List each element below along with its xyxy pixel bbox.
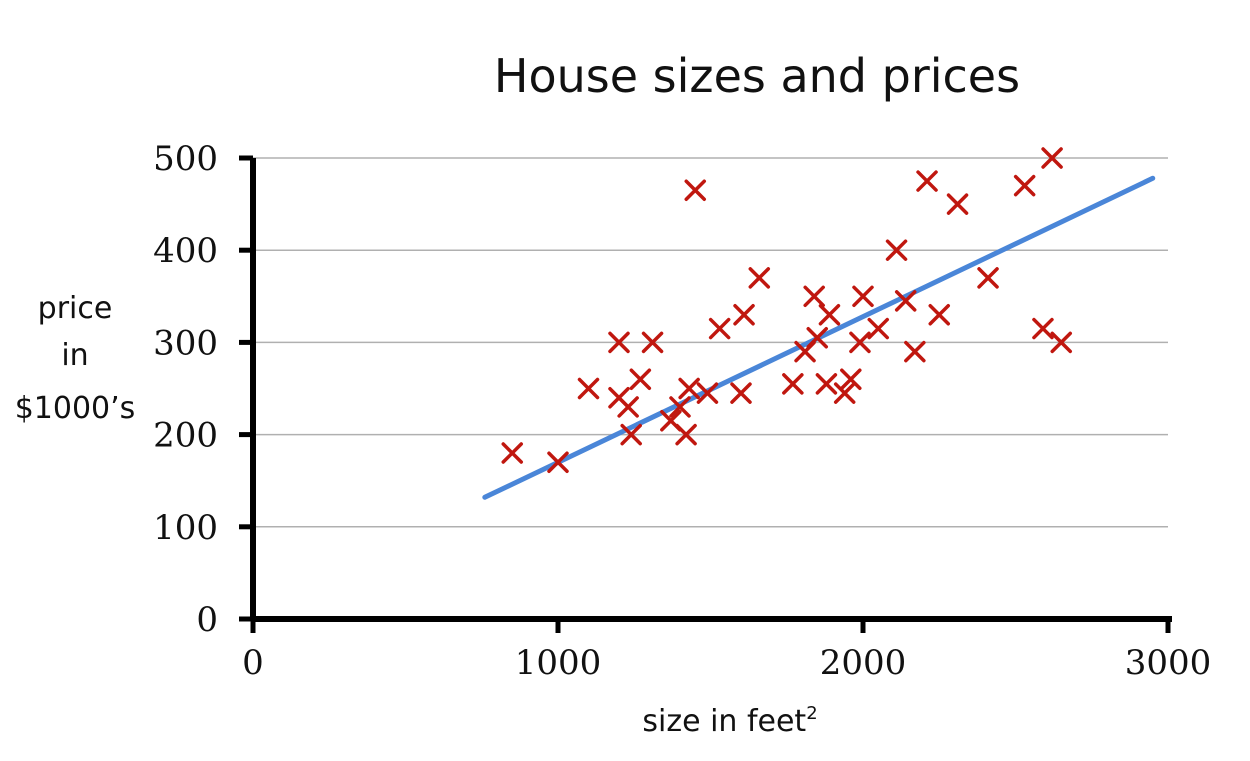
y-tick-label-400: 400: [153, 231, 218, 271]
data-point-35: [946, 193, 969, 215]
y-tick-label-0: 0: [196, 600, 218, 640]
data-point-23: [815, 373, 838, 395]
y-tick-label-300: 300: [153, 323, 218, 363]
data-point-39: [1041, 147, 1063, 169]
data-point-17: [733, 303, 755, 326]
grid-lines: [253, 157, 1168, 528]
data-point-33: [916, 170, 938, 192]
data-point-3: [608, 331, 630, 354]
y-tick-label-100: 100: [153, 508, 218, 548]
data-point-8: [641, 331, 664, 354]
y-axis-label-line-2: $1000’s: [15, 391, 136, 426]
data-point-19: [782, 373, 804, 395]
x-axis-label: size in feet2: [642, 703, 817, 739]
y-axis-label-line-0: price: [38, 291, 113, 326]
data-point-18: [748, 267, 771, 289]
data-point-32: [904, 340, 926, 363]
data-point-7: [629, 368, 652, 391]
data-point-30: [885, 239, 908, 261]
data-point-37: [1013, 174, 1036, 197]
x-tick-label-3000: 3000: [1125, 643, 1212, 683]
data-point-10: [669, 396, 691, 418]
data-point-21: [803, 285, 825, 308]
data-point-12: [678, 377, 700, 400]
y-axis-label: price in $1000’s: [15, 291, 136, 426]
data-point-16: [730, 382, 752, 404]
data-point-1: [547, 451, 569, 474]
data-point-0: [501, 442, 523, 464]
data-point-2: [577, 377, 600, 400]
x-tick-label-1000: 1000: [515, 643, 602, 683]
data-point-31: [894, 290, 917, 312]
data-point-15: [708, 317, 731, 340]
x-axis-label-text: size in feet: [642, 704, 806, 739]
data-point-27: [849, 331, 871, 354]
data-point-28: [852, 285, 874, 308]
chart-title: House sizes and prices: [494, 49, 1020, 103]
data-points: [501, 147, 1072, 474]
x-tick-label-2000: 2000: [820, 643, 907, 683]
data-point-26: [840, 368, 862, 391]
y-axis-label-line-1: in: [61, 338, 88, 373]
data-point-11: [675, 423, 697, 446]
data-point-34: [928, 303, 950, 326]
data-point-25: [833, 382, 856, 404]
y-tick-label-500: 500: [153, 139, 218, 179]
x-axis-label-superscript: 2: [806, 703, 817, 724]
data-point-5: [617, 396, 639, 418]
data-point-24: [818, 303, 841, 326]
x-tick-label-0: 0: [242, 643, 264, 683]
data-point-29: [867, 317, 889, 340]
y-tick-label-200: 200: [153, 416, 218, 456]
data-point-14: [696, 382, 719, 404]
data-point-36: [977, 267, 999, 289]
axes: 0 100 200 300 400 500 0 1000 2000 3000: [153, 139, 1211, 683]
data-point-6: [620, 423, 642, 446]
data-point-22: [806, 327, 828, 349]
data-point-13: [684, 179, 706, 202]
data-point-40: [1050, 331, 1072, 354]
data-point-38: [1032, 317, 1054, 340]
